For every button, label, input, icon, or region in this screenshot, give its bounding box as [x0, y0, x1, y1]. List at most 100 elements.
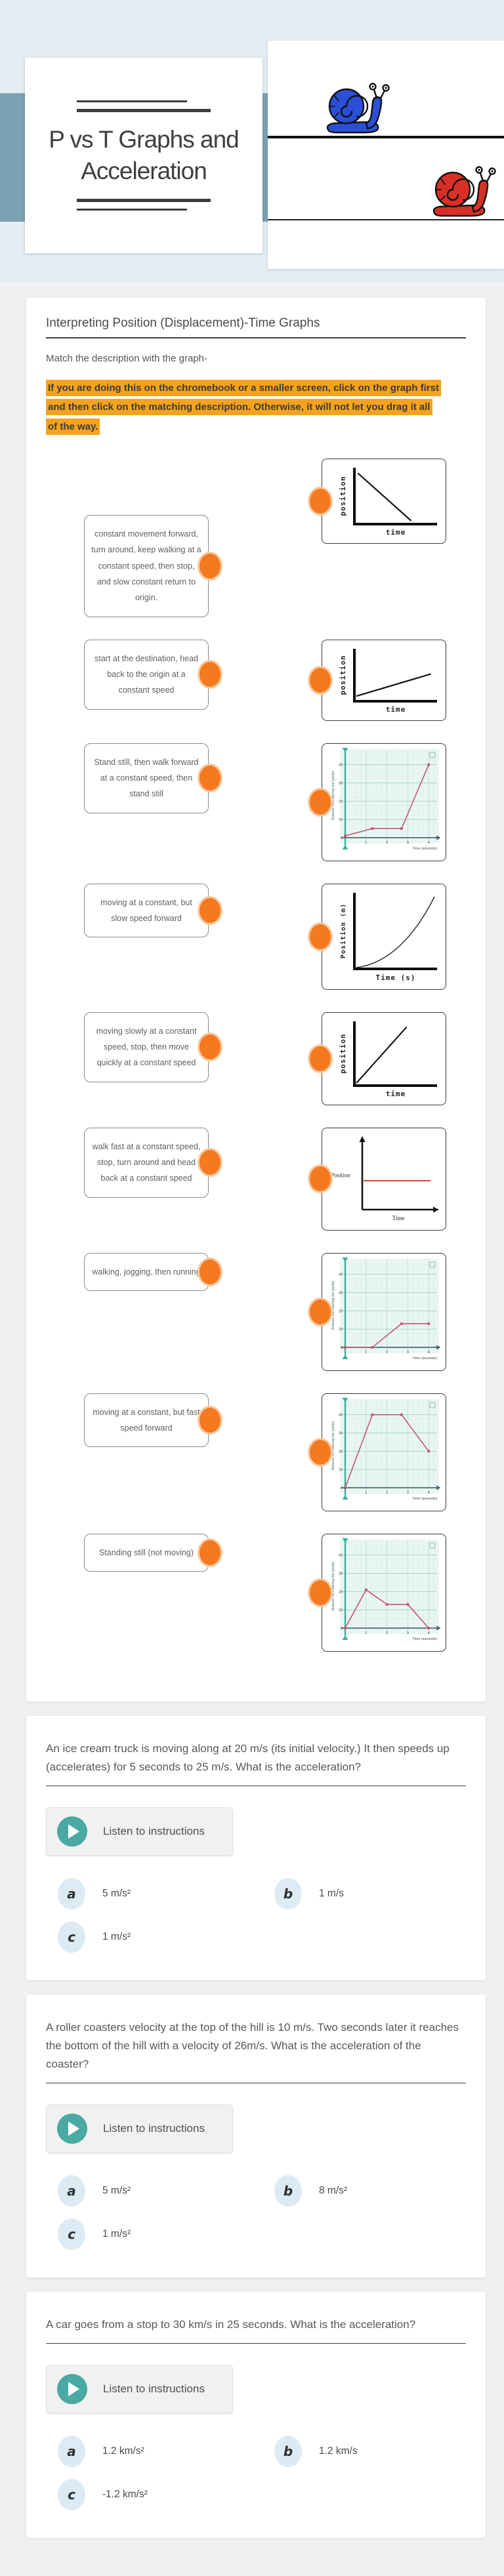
graph-card[interactable]: 0 10 20 30 40 1 2 3 4 Distance from starting line…: [308, 743, 446, 861]
graph-card[interactable]: position time: [308, 639, 446, 721]
option-letter-badge[interactable]: c: [58, 2478, 85, 2510]
svg-text:40: 40: [339, 1413, 343, 1417]
option-label: 8 m/s²: [319, 2184, 348, 2196]
option-label: 1 m/s²: [102, 2228, 131, 2239]
match-handle[interactable]: [198, 1406, 222, 1435]
description-text: walk fast at a constant speed, stop, tur…: [84, 1127, 209, 1198]
question-text: A roller coasters velocity at the top of…: [46, 2020, 459, 2070]
graph-card[interactable]: position time: [308, 458, 446, 544]
match-handle[interactable]: [308, 1044, 333, 1073]
option-c[interactable]: c -1.2 km/s²: [58, 2478, 274, 2510]
option-b[interactable]: b 1 m/s: [274, 1877, 466, 1910]
title-card: P vs T Graphs and Acceleration: [25, 58, 262, 253]
match-handle[interactable]: [308, 1437, 333, 1467]
match-handle[interactable]: [198, 1032, 222, 1062]
match-handle[interactable]: [308, 486, 333, 516]
description-text: moving at a constant, but slow speed for…: [84, 883, 209, 938]
graph-card[interactable]: 0 10 20 30 40 1 2 3 4 Distance from starting line…: [308, 1393, 446, 1511]
match-row: walking, jogging, then running 0 10 20 30 40 1…: [84, 1252, 446, 1371]
description-card[interactable]: Stand still, then walk forward at a cons…: [84, 743, 222, 813]
option-a[interactable]: a 5 m/s²: [58, 2175, 274, 2207]
option-a[interactable]: a 5 m/s²: [58, 1877, 274, 1910]
option-b[interactable]: b 8 m/s²: [274, 2175, 466, 2207]
snail-track-line: [268, 136, 504, 138]
graph-card[interactable]: position time: [308, 1012, 446, 1105]
graph-card[interactable]: Position Time: [308, 1127, 446, 1231]
match-handle[interactable]: [198, 764, 222, 793]
match-handle[interactable]: [198, 896, 222, 925]
option-c[interactable]: c 1 m/s²: [58, 1921, 274, 1953]
option-letter-badge[interactable]: b: [274, 1877, 302, 1910]
option-letter-badge[interactable]: a: [58, 1877, 85, 1910]
description-card[interactable]: moving at a constant, but fast speed for…: [84, 1393, 222, 1448]
svg-text:Time (seconds): Time (seconds): [412, 1357, 437, 1360]
svg-text:Time: Time: [392, 1215, 405, 1221]
question-rule: [46, 2342, 466, 2344]
match-handle[interactable]: [198, 1538, 222, 1567]
answer-options: a 5 m/s² b 1 m/s c 1 m/s²: [58, 1877, 466, 1953]
svg-text:20: 20: [339, 1450, 343, 1454]
listen-button-label: Listen to instructions: [103, 1824, 205, 1837]
description-card[interactable]: constant movement forward, turn around, …: [84, 514, 222, 617]
description-text: moving slowly at a constant speed, stop,…: [84, 1012, 209, 1082]
graph-card[interactable]: 0 10 20 30 40 1 2 3 4 Distance from starting line…: [308, 1533, 446, 1652]
svg-text:position: position: [339, 1033, 347, 1073]
match-handle[interactable]: [308, 1578, 333, 1607]
svg-text:Distance from starting line (y: Distance from starting line (yards): [331, 1421, 335, 1470]
description-card[interactable]: walk fast at a constant speed, stop, tur…: [84, 1127, 222, 1198]
worksheet-body: Interpreting Position (Displacement)-Tim…: [0, 282, 504, 2576]
graph-card[interactable]: Position (m) Time (s): [308, 883, 446, 990]
description-card[interactable]: Standing still (not moving): [84, 1533, 222, 1572]
match-row: moving at a constant, but slow speed for…: [84, 883, 446, 990]
listen-to-instructions-button[interactable]: Listen to instructions: [46, 2364, 233, 2413]
svg-text:Time (seconds): Time (seconds): [412, 847, 437, 851]
svg-text:position: position: [339, 476, 347, 516]
match-row: walk fast at a constant speed, stop, tur…: [84, 1127, 446, 1231]
match-handle[interactable]: [308, 922, 333, 951]
listen-to-instructions-button[interactable]: Listen to instructions: [46, 1807, 233, 1856]
match-handle[interactable]: [198, 660, 222, 689]
description-card[interactable]: start at the destination, head back to t…: [84, 639, 222, 710]
svg-text:1: 1: [365, 1631, 367, 1635]
option-c[interactable]: c 1 m/s²: [58, 2218, 274, 2250]
listen-to-instructions-button[interactable]: Listen to instructions: [46, 2104, 233, 2153]
description-card[interactable]: moving at a constant, but slow speed for…: [84, 883, 222, 938]
option-letter-badge[interactable]: c: [58, 1921, 85, 1953]
match-handle[interactable]: [198, 551, 222, 581]
graph-card[interactable]: 0 10 20 30 40 1 2 3 4 Distance from starting line…: [308, 1252, 446, 1371]
svg-text:2: 2: [386, 1491, 388, 1495]
position-time-graph: Position (m) Time (s): [322, 883, 446, 990]
description-card[interactable]: walking, jogging, then running: [84, 1252, 222, 1291]
option-a[interactable]: a 1.2 km/s²: [58, 2435, 274, 2467]
blue-snail-image: [319, 81, 392, 136]
option-letter-badge[interactable]: c: [58, 2218, 85, 2250]
match-handle[interactable]: [198, 1148, 222, 1177]
play-icon[interactable]: [57, 1816, 87, 1847]
option-b[interactable]: b 1.2 km/s: [274, 2435, 466, 2467]
option-letter-badge[interactable]: b: [274, 2435, 302, 2467]
svg-text:2: 2: [386, 1631, 388, 1635]
position-time-graph: position time: [322, 639, 446, 721]
match-handle[interactable]: [308, 665, 333, 695]
svg-text:4: 4: [428, 841, 430, 845]
play-icon[interactable]: [57, 2113, 87, 2144]
match-handle[interactable]: [198, 1257, 222, 1286]
match-handle[interactable]: [308, 787, 333, 817]
svg-text:4: 4: [428, 1631, 430, 1635]
page-title: P vs T Graphs and Acceleration: [49, 125, 239, 184]
description-card[interactable]: moving slowly at a constant speed, stop,…: [84, 1012, 222, 1082]
match-handle[interactable]: [308, 1297, 333, 1326]
position-time-graph: Position Time: [322, 1127, 446, 1231]
svg-text:40: 40: [339, 1553, 343, 1557]
option-letter-badge[interactable]: a: [58, 2435, 85, 2467]
svg-text:0: 0: [341, 1346, 343, 1350]
option-letter-badge[interactable]: a: [58, 2175, 85, 2207]
answer-options: a 1.2 km/s² b 1.2 km/s c -1.2 km/s²: [58, 2435, 466, 2510]
position-time-graph: 0 10 20 30 40 1 2 3 4 Distance from starting line…: [322, 1252, 446, 1371]
svg-text:10: 10: [339, 1328, 343, 1332]
match-handle[interactable]: [308, 1164, 333, 1194]
option-letter-badge[interactable]: b: [274, 2175, 302, 2207]
play-icon[interactable]: [57, 2373, 87, 2404]
listen-button-label: Listen to instructions: [103, 2121, 205, 2135]
option-label: -1.2 km/s²: [102, 2488, 148, 2500]
